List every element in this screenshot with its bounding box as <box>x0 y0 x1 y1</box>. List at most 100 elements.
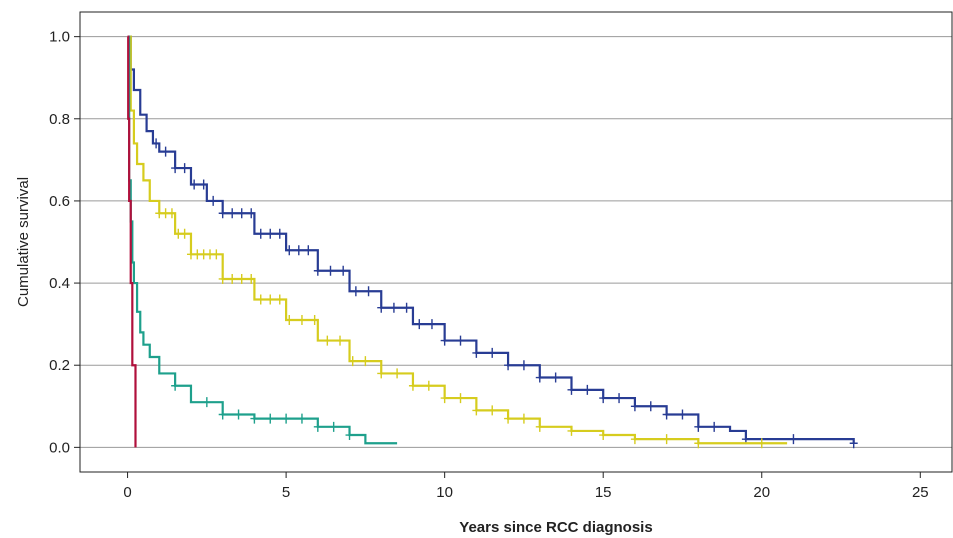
series-1-censor-mark <box>567 384 576 395</box>
y-tick-label: 0.0 <box>49 439 70 456</box>
series-1-censor-mark <box>209 195 218 206</box>
series-1-censor-mark <box>583 384 592 395</box>
series-2-censor-mark <box>408 380 417 391</box>
series-2-censor-mark <box>535 421 544 432</box>
series-1-censor-mark <box>247 208 256 219</box>
series-1-censor-mark <box>646 401 655 412</box>
x-axis: 0 5 10 15 20 25 <box>123 472 929 501</box>
series-1-censor-mark <box>313 265 322 276</box>
series-2-censor-mark <box>275 294 284 305</box>
y-tick-label: 0.8 <box>49 111 70 128</box>
series-1-censor-mark <box>710 421 719 432</box>
series-2-censor-mark <box>424 380 433 391</box>
y-tick-label: 0.2 <box>49 357 70 374</box>
series-2-censor-mark <box>336 335 345 346</box>
series-2-censor-mark <box>228 273 237 284</box>
y-tick-label: 0.6 <box>49 193 70 210</box>
series-1-censor-mark <box>427 319 436 330</box>
series-3-censor-mark <box>171 380 180 391</box>
series-3-censor-mark <box>218 409 227 420</box>
series-1-censor-mark <box>326 265 335 276</box>
series-2-censor-mark <box>310 315 319 326</box>
series-1-censor-mark <box>630 401 639 412</box>
y-tick-label: 1.0 <box>49 29 70 46</box>
series-1-censor-mark <box>228 208 237 219</box>
series-2-censor-mark <box>167 208 176 219</box>
x-tick-label: 10 <box>436 484 453 501</box>
series-1-censor-mark <box>535 372 544 383</box>
series-2-censor-mark <box>256 294 265 305</box>
series-2-censor-mark <box>662 434 671 445</box>
series-1-censor-mark <box>152 138 161 149</box>
series-2-censor-mark <box>472 405 481 416</box>
series-1-censor-mark <box>161 146 170 157</box>
y-axis-title: Cumulative survival <box>15 177 32 307</box>
series-layer <box>127 35 858 449</box>
series-3-censor-mark <box>297 413 306 424</box>
series-3-censor-mark <box>313 421 322 432</box>
series-1-censor-mark <box>256 228 265 239</box>
series-3-censor-mark <box>282 413 291 424</box>
series-2-censor-mark <box>694 438 703 449</box>
x-tick-label: 25 <box>912 484 929 501</box>
series-2-censor-mark <box>456 393 465 404</box>
series-1-censor-mark <box>190 179 199 190</box>
series-1-censor-mark <box>694 421 703 432</box>
series-1-censor-mark <box>275 228 284 239</box>
series-2-censor-mark <box>237 273 246 284</box>
series-3-censor-mark <box>329 421 338 432</box>
series-1-censor-mark <box>304 245 313 256</box>
series-1-censor-mark <box>402 302 411 313</box>
series-2-line <box>127 35 788 445</box>
series-2-censor-mark <box>630 434 639 445</box>
series-1-censor-mark <box>488 347 497 358</box>
series-2-censor-mark <box>266 294 275 305</box>
series-1-censor-mark <box>294 245 303 256</box>
series-1-censor-mark <box>171 163 180 174</box>
gridlines <box>80 36 952 448</box>
series-1-censor-mark <box>849 438 858 449</box>
series-1-censor-mark <box>364 286 373 297</box>
series-1-censor-mark <box>472 347 481 358</box>
series-2-censor-mark <box>297 315 306 326</box>
series-2-censor-mark <box>323 335 332 346</box>
series-2-censor-mark <box>377 368 386 379</box>
series-3-censor-mark <box>266 413 275 424</box>
series-2-censor-mark <box>488 405 497 416</box>
series-2-censor-mark <box>504 413 513 424</box>
series-2-censor-mark <box>180 228 189 239</box>
series-1-censor-mark <box>599 393 608 404</box>
x-tick-label: 0 <box>123 484 131 501</box>
series-1-censor-mark <box>519 360 528 371</box>
series-3-censor-mark <box>202 397 211 408</box>
series-2-censor-mark <box>757 438 766 449</box>
series-1-censor-mark <box>339 265 348 276</box>
series-1-censor-mark <box>504 360 513 371</box>
series-1-censor-mark <box>440 335 449 346</box>
series-1-censor-mark <box>285 245 294 256</box>
series-1-censor-mark <box>389 302 398 313</box>
series-3-line <box>127 35 398 445</box>
x-tick-label: 20 <box>753 484 770 501</box>
series-1-censor-mark <box>199 179 208 190</box>
series-1-censor-mark <box>351 286 360 297</box>
series-2-censor-mark <box>218 273 227 284</box>
series-4-line <box>127 35 137 448</box>
series-2-censor-mark <box>519 413 528 424</box>
series-1-censor-mark <box>456 335 465 346</box>
series-1-censor-mark <box>180 163 189 174</box>
series-1-censor-mark <box>377 302 386 313</box>
series-1-censor-mark <box>266 228 275 239</box>
series-1-censor-mark <box>218 208 227 219</box>
series-3-censor-mark <box>345 430 354 441</box>
series-2-censor-mark <box>440 393 449 404</box>
series-3-censor-mark <box>250 413 259 424</box>
series-1-censor-mark <box>662 409 671 420</box>
series-1-censor-mark <box>551 372 560 383</box>
series-2-censor-mark <box>599 430 608 441</box>
series-2-censor-mark <box>567 425 576 436</box>
series-1-censor-mark <box>678 409 687 420</box>
series-1-censor-mark <box>415 319 424 330</box>
series-2-censor-mark <box>247 273 256 284</box>
series-1-censor-mark <box>615 393 624 404</box>
